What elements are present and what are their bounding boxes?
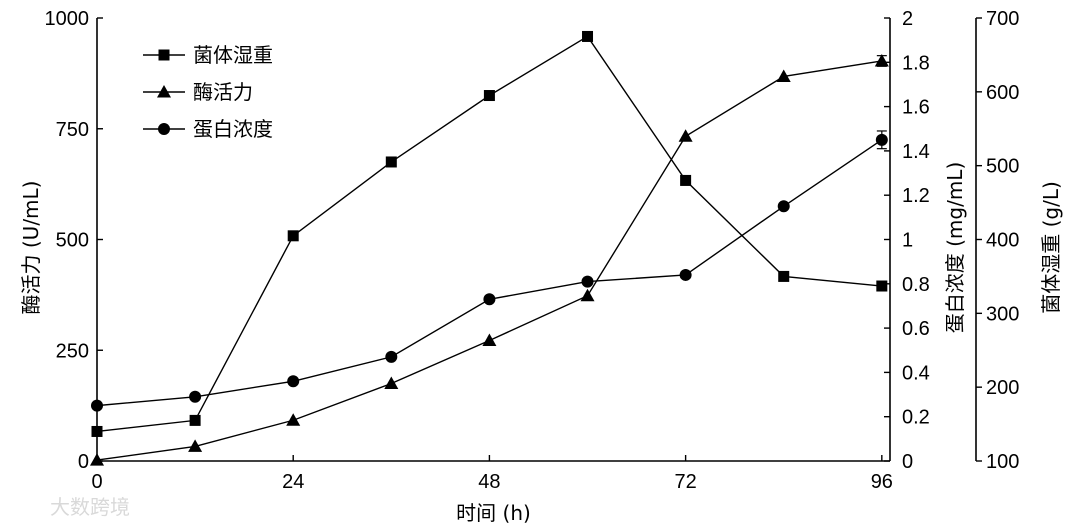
wet-weight-point bbox=[189, 414, 201, 426]
legend-enzyme-activity-label: 酶活力 bbox=[193, 80, 253, 104]
left-y-tick-label: 750 bbox=[56, 119, 89, 141]
right-y-tick-label: 1.2 bbox=[902, 185, 930, 207]
right-y-tick-label: 0.4 bbox=[902, 362, 930, 384]
right-y-tick-label: 0.8 bbox=[902, 274, 930, 296]
x-tick-label: 24 bbox=[282, 471, 304, 493]
second-right-y-tick-label: 200 bbox=[986, 377, 1019, 399]
enzyme-activity-point bbox=[90, 453, 104, 466]
legend-protein-concentration-label: 蛋白浓度 bbox=[193, 117, 273, 141]
x-axis-title: 时间 (h) bbox=[456, 501, 531, 525]
second-right-y-axis-title: 菌体湿重 (g/L) bbox=[1039, 181, 1063, 314]
second-right-y-tick-label: 500 bbox=[986, 156, 1019, 178]
protein-concentration-point bbox=[679, 268, 692, 281]
protein-concentration-point bbox=[483, 293, 496, 306]
right-y-tick-label: 1.4 bbox=[902, 141, 930, 163]
enzyme-activity-point bbox=[776, 69, 791, 82]
right-y-tick-label: 0.6 bbox=[902, 318, 930, 340]
enzyme-activity-point bbox=[286, 413, 301, 426]
right-y-tick-label: 0.2 bbox=[902, 407, 930, 429]
x-tick-label: 96 bbox=[871, 471, 893, 493]
left-y-tick-label: 500 bbox=[56, 230, 89, 252]
second-right-y-tick-label: 600 bbox=[986, 82, 1019, 104]
right-y-tick-label: 0 bbox=[902, 451, 913, 473]
legend-enzyme-activity-marker bbox=[157, 85, 171, 98]
protein-concentration-point bbox=[287, 375, 300, 388]
wet-weight-point bbox=[385, 156, 397, 168]
protein-concentration-point bbox=[189, 390, 202, 403]
second-right-y-tick-label: 100 bbox=[986, 451, 1019, 473]
left-y-axis-title: 酶活力 (U/mL) bbox=[19, 181, 43, 315]
wet-weight-point bbox=[91, 425, 103, 437]
enzyme-activity-point bbox=[482, 333, 497, 347]
right-y-tick-label: 1 bbox=[902, 230, 913, 252]
right-y-tick-label: 1.8 bbox=[902, 52, 930, 74]
protein-concentration-point bbox=[875, 133, 888, 146]
enzyme-activity-point bbox=[580, 288, 595, 302]
protein-concentration-point bbox=[581, 275, 594, 288]
legend-protein-concentration-marker bbox=[158, 123, 170, 135]
left-y-tick-label: 1000 bbox=[45, 8, 90, 30]
second-right-y-tick-label: 300 bbox=[986, 303, 1019, 325]
watermark-text: 大数跨境 bbox=[50, 495, 130, 519]
enzyme-activity-point bbox=[188, 439, 203, 452]
enzyme-activity-point bbox=[874, 53, 889, 67]
right-y-tick-label: 2 bbox=[902, 8, 913, 30]
x-tick-label: 48 bbox=[478, 471, 500, 493]
left-y-tick-label: 250 bbox=[56, 340, 89, 362]
legend-wet-weight-marker bbox=[158, 49, 170, 61]
x-tick-label: 72 bbox=[674, 471, 696, 493]
series-group bbox=[90, 30, 889, 466]
protein-concentration-point bbox=[777, 200, 790, 213]
enzyme-activity-point bbox=[678, 129, 693, 142]
enzyme-activity-point bbox=[384, 376, 399, 389]
wet-weight-point bbox=[778, 270, 790, 282]
right-y-tick-label: 1.6 bbox=[902, 97, 930, 119]
wet-weight-point bbox=[680, 174, 692, 186]
wet-weight-point bbox=[582, 30, 594, 42]
legend-wet-weight-label: 菌体湿重 bbox=[193, 43, 273, 67]
protein-concentration-point bbox=[385, 350, 398, 363]
second-right-y-tick-label: 400 bbox=[986, 230, 1019, 252]
protein-concentration-point bbox=[91, 399, 103, 412]
second-right-y-tick-label: 700 bbox=[986, 8, 1019, 30]
wet-weight-point bbox=[287, 230, 299, 242]
watermark: 大数跨境 bbox=[50, 495, 130, 519]
right-y-axis-title: 蛋白浓度 (mg/mL) bbox=[943, 162, 967, 334]
wet-weight-point bbox=[876, 280, 888, 292]
left-y-tick-label: 0 bbox=[78, 451, 89, 473]
x-tick-label: 0 bbox=[91, 471, 102, 493]
protein-concentration-series-line bbox=[96, 139, 883, 407]
wet-weight-point bbox=[483, 90, 495, 102]
